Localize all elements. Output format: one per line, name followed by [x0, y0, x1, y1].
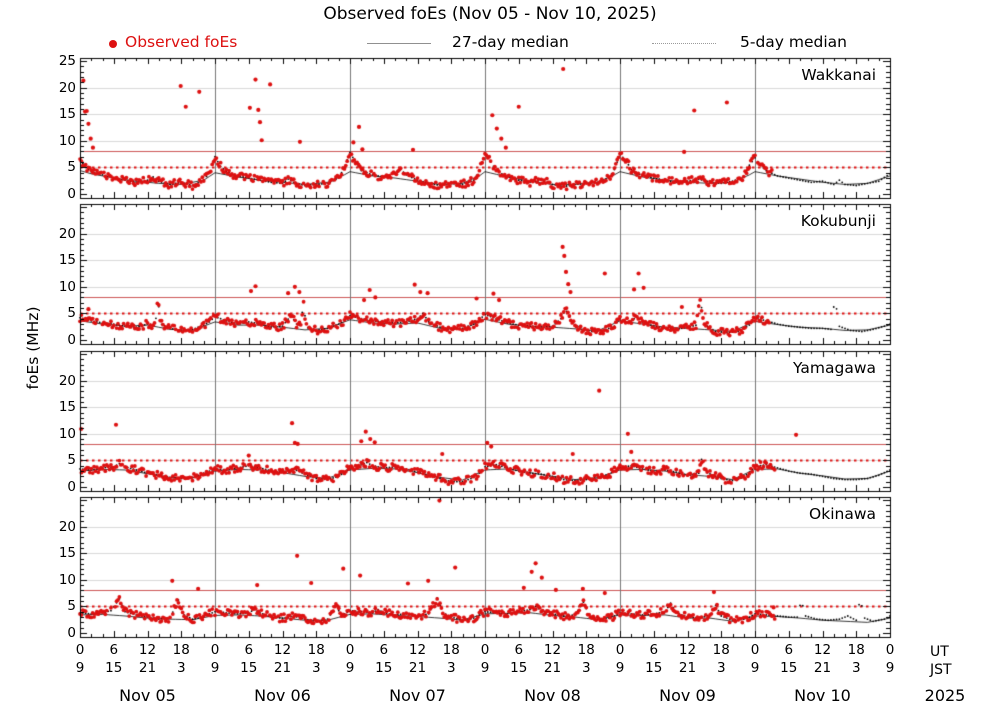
y-tick-label: 0	[67, 625, 76, 641]
y-tick-label: 10	[58, 572, 76, 588]
y-tick-label: 5	[67, 452, 76, 468]
station-label-wakkanai: Wakkanai	[801, 66, 876, 84]
x-tick-label-ut: 6	[244, 642, 254, 658]
x-tick-label-jst: 9	[480, 660, 490, 676]
y-tick-label: 5	[67, 159, 76, 175]
year-label: 2025	[924, 686, 966, 705]
x-tick-label-jst: 9	[210, 660, 220, 676]
y-tick-label: 0	[67, 186, 76, 202]
x-date-label: Nov 09	[659, 686, 716, 705]
x-tick-label-ut: 12	[678, 642, 697, 658]
x-tick-label-ut: 0	[75, 642, 85, 658]
x-tick-label-ut: 18	[712, 642, 730, 658]
x-tick-label-ut: 0	[615, 642, 625, 658]
x-tick-label-ut: 6	[109, 642, 119, 658]
x-tick-label-ut: 18	[172, 642, 190, 658]
x-tick-label-jst: 15	[780, 660, 798, 676]
x-tick-label-ut: 0	[885, 642, 895, 658]
x-tick-label-jst: 3	[446, 660, 456, 676]
x-tick-label-ut: 18	[847, 642, 865, 658]
x-tick-label-jst: 3	[311, 660, 321, 676]
station-label-kokubunji: Kokubunji	[800, 212, 876, 230]
x-tick-label-jst: 21	[273, 660, 292, 676]
x-tick-label-jst: 3	[176, 660, 186, 676]
station-label-yamagawa: Yamagawa	[793, 359, 876, 377]
y-tick-label: 0	[67, 479, 76, 495]
x-tick-label-ut: 12	[813, 642, 832, 658]
x-tick-label-ut: 6	[379, 642, 389, 658]
x-tick-label-ut: 12	[408, 642, 427, 658]
jst-row-label: JST	[930, 662, 952, 678]
x-tick-label-jst: 15	[105, 660, 123, 676]
y-tick-label: 20	[58, 226, 76, 242]
x-tick-label-jst: 21	[813, 660, 832, 676]
x-tick-label-jst: 3	[716, 660, 726, 676]
x-tick-label-ut: 0	[345, 642, 355, 658]
x-tick-label-ut: 12	[543, 642, 562, 658]
x-tick-label-jst: 15	[240, 660, 258, 676]
x-date-label: Nov 08	[524, 686, 581, 705]
y-tick-label: 20	[58, 80, 76, 96]
y-tick-label: 15	[58, 399, 76, 415]
x-tick-label-ut: 12	[138, 642, 157, 658]
x-tick-label-ut: 0	[210, 642, 220, 658]
x-tick-label-ut: 12	[273, 642, 292, 658]
y-tick-label: 0	[67, 332, 76, 348]
x-tick-label-jst: 15	[645, 660, 663, 676]
x-date-label: Nov 10	[794, 686, 851, 705]
y-tick-label: 5	[67, 305, 76, 321]
y-tick-label: 10	[58, 133, 76, 149]
x-date-label: Nov 06	[254, 686, 311, 705]
y-tick-label: 5	[67, 598, 76, 614]
y-tick-label: 15	[58, 545, 76, 561]
x-tick-label-jst: 3	[581, 660, 591, 676]
x-tick-label-jst: 21	[678, 660, 697, 676]
y-tick-label: 20	[58, 519, 76, 535]
x-tick-label-jst: 21	[408, 660, 427, 676]
station-label-okinawa: Okinawa	[809, 505, 876, 523]
y-tick-label: 20	[58, 373, 76, 389]
x-tick-label-jst: 9	[75, 660, 85, 676]
x-tick-label-ut: 18	[307, 642, 325, 658]
x-tick-label-jst: 15	[510, 660, 528, 676]
x-tick-label-ut: 6	[514, 642, 524, 658]
x-date-label: Nov 05	[119, 686, 176, 705]
y-tick-label: 10	[58, 426, 76, 442]
x-tick-label-ut: 6	[784, 642, 794, 658]
y-tick-label: 25	[58, 53, 76, 69]
x-tick-label-ut: 0	[750, 642, 760, 658]
x-tick-label-jst: 15	[375, 660, 393, 676]
x-tick-label-jst: 3	[851, 660, 861, 676]
x-tick-label-jst: 21	[543, 660, 562, 676]
x-tick-label-ut: 18	[577, 642, 595, 658]
y-tick-label: 10	[58, 279, 76, 295]
x-tick-label-ut: 6	[649, 642, 659, 658]
x-tick-label-jst: 9	[345, 660, 355, 676]
y-tick-label: 15	[58, 252, 76, 268]
y-tick-label: 15	[58, 106, 76, 122]
ut-row-label: UT	[930, 644, 949, 660]
x-tick-label-jst: 9	[750, 660, 760, 676]
x-date-label: Nov 07	[389, 686, 446, 705]
x-tick-label-jst: 9	[885, 660, 895, 676]
x-tick-label-jst: 9	[615, 660, 625, 676]
x-tick-label-ut: 18	[442, 642, 460, 658]
x-tick-label-ut: 0	[480, 642, 490, 658]
x-tick-label-jst: 21	[138, 660, 157, 676]
